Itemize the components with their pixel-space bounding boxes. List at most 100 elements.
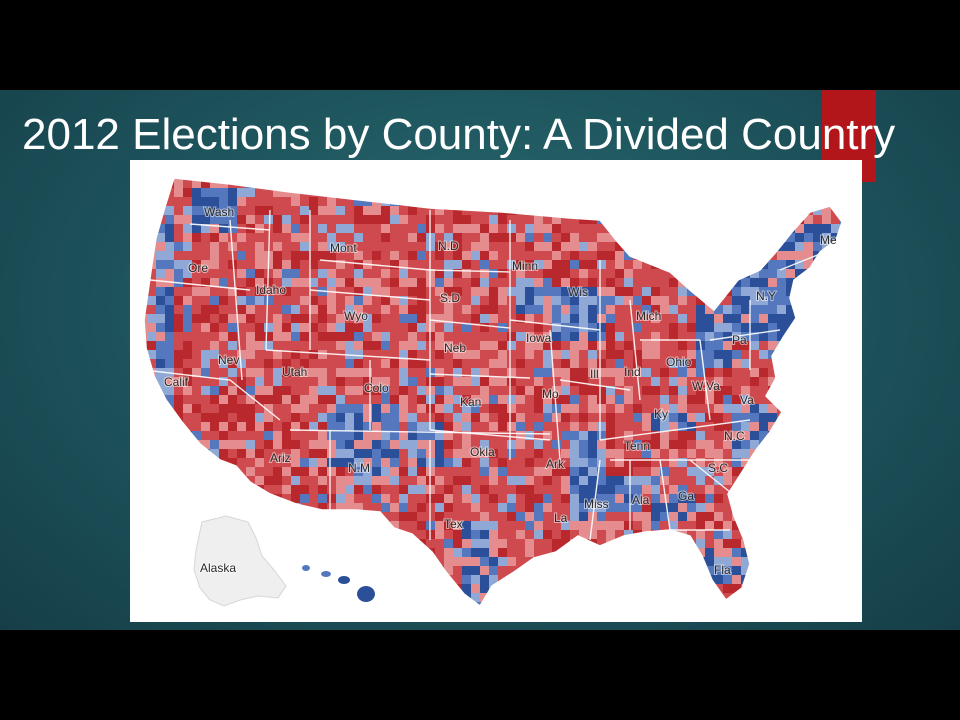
county-cell [210, 404, 220, 414]
county-cell [363, 368, 373, 378]
county-cell [615, 377, 625, 387]
county-cell [291, 377, 301, 387]
county-cell [255, 341, 265, 351]
county-cell [300, 530, 310, 540]
county-cell [723, 566, 733, 576]
county-cell [174, 224, 184, 234]
county-cell [462, 188, 472, 198]
county-cell [354, 485, 364, 495]
county-cell [561, 350, 571, 360]
county-cell [687, 593, 697, 603]
county-cell [651, 467, 661, 477]
county-cell [291, 467, 301, 477]
county-cell [390, 206, 400, 216]
county-cell [372, 566, 382, 576]
county-cell [426, 233, 436, 243]
county-cell [489, 188, 499, 198]
county-cell [759, 467, 769, 477]
county-cell [741, 377, 751, 387]
county-cell [831, 584, 841, 594]
county-cell [192, 224, 202, 234]
county-cell [660, 611, 670, 621]
county-cell [336, 233, 346, 243]
county-cell [300, 611, 310, 621]
county-cell [534, 359, 544, 369]
county-cell [642, 242, 652, 252]
county-cell [687, 467, 697, 477]
county-cell [561, 566, 571, 576]
county-cell [246, 188, 256, 198]
county-cell [282, 440, 292, 450]
county-cell [489, 467, 499, 477]
county-cell [732, 440, 742, 450]
county-cell [408, 449, 418, 459]
county-cell [381, 359, 391, 369]
county-cell [750, 521, 760, 531]
county-cell [525, 314, 535, 324]
county-cell [651, 233, 661, 243]
county-cell [345, 413, 355, 423]
county-cell [669, 179, 679, 189]
county-cell [282, 332, 292, 342]
county-cell [282, 521, 292, 531]
county-cell [381, 206, 391, 216]
county-cell [246, 503, 256, 513]
county-cell [399, 539, 409, 549]
county-cell [741, 386, 751, 396]
county-cell [750, 386, 760, 396]
county-cell [264, 341, 274, 351]
county-cell [795, 422, 805, 432]
county-cell [183, 332, 193, 342]
county-cell [822, 332, 832, 342]
county-cell [768, 341, 778, 351]
county-cell [144, 188, 148, 198]
county-cell [237, 260, 247, 270]
county-cell [246, 323, 256, 333]
county-cell [390, 458, 400, 468]
county-cell [273, 404, 283, 414]
county-cell [237, 278, 247, 288]
county-cell [363, 251, 373, 261]
county-cell [804, 314, 814, 324]
county-cell [795, 260, 805, 270]
county-cell [768, 449, 778, 459]
county-cell [777, 332, 787, 342]
county-cell [291, 476, 301, 486]
county-cell [786, 215, 796, 225]
county-cell [579, 359, 589, 369]
county-cell [309, 440, 319, 450]
county-cell [210, 251, 220, 261]
county-cell [804, 467, 814, 477]
county-cell [426, 521, 436, 531]
county-cell [264, 377, 274, 387]
county-cell [354, 179, 364, 189]
county-cell [813, 233, 823, 243]
county-cell [363, 287, 373, 297]
county-cell [795, 242, 805, 252]
county-cell [606, 503, 616, 513]
county-cell [786, 404, 796, 414]
county-cell [507, 503, 517, 513]
county-cell [669, 476, 679, 486]
county-cell [606, 431, 616, 441]
county-cell [237, 323, 247, 333]
county-cell [687, 611, 697, 621]
county-cell [327, 377, 337, 387]
county-cell [327, 359, 337, 369]
county-cell [678, 305, 688, 315]
county-cell [831, 548, 841, 558]
county-cell [813, 431, 823, 441]
county-cell [246, 368, 256, 378]
county-cell [570, 431, 580, 441]
county-cell [813, 197, 823, 207]
county-cell [489, 314, 499, 324]
county-cell [579, 449, 589, 459]
county-cell [192, 386, 202, 396]
county-cell [777, 377, 787, 387]
county-cell [480, 197, 490, 207]
county-cell [345, 368, 355, 378]
county-cell [507, 215, 517, 225]
county-cell [579, 611, 589, 621]
county-cell [435, 251, 445, 261]
county-cell [147, 278, 157, 288]
